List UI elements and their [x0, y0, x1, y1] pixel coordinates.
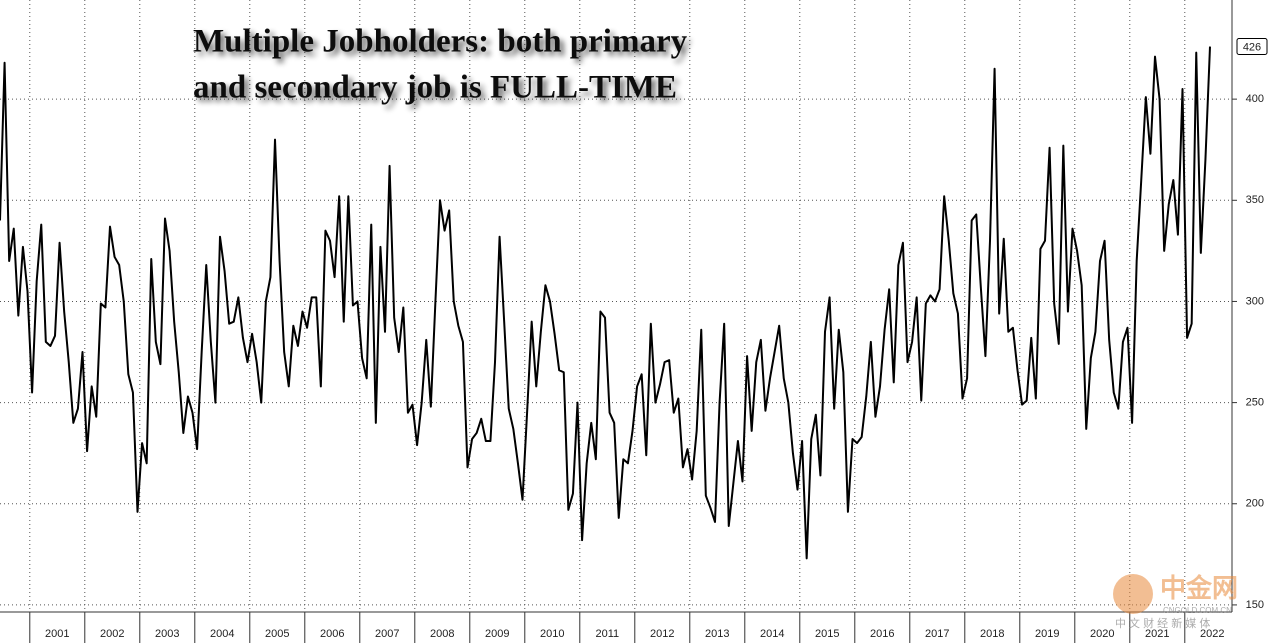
- watermark: 中金网: [1160, 573, 1238, 603]
- x-tick-label: 2015: [815, 628, 839, 640]
- x-tick-label: 2004: [210, 628, 234, 640]
- watermark: CNGOLD.COM.CN: [1163, 606, 1232, 615]
- y-tick-label: 150: [1246, 599, 1264, 611]
- x-tick-label: 2010: [540, 628, 564, 640]
- chart-title: and secondary job is FULL-TIME: [193, 70, 677, 106]
- y-tick-label: 400: [1246, 93, 1264, 105]
- x-tick-label: 2007: [375, 628, 399, 640]
- y-tick-label: 300: [1246, 295, 1264, 307]
- title-group: Multiple Jobholders: both primary and se…: [193, 24, 688, 106]
- line: [0, 46, 1211, 560]
- x-tick-label: 2016: [870, 628, 894, 640]
- x-tick-label: 2012: [650, 628, 674, 640]
- x-tick-label: 2013: [705, 628, 729, 640]
- x-tick-label: 2009: [485, 628, 509, 640]
- watermark: 中 文 财 经 新 媒 体: [1115, 616, 1210, 630]
- x-tick-label: 2022: [1200, 628, 1224, 640]
- x-tick-label: 2001: [45, 628, 69, 640]
- x-tick-label: 2008: [430, 628, 454, 640]
- x-tick-label: 2005: [265, 628, 289, 640]
- x-tick-label: 2019: [1035, 628, 1059, 640]
- x-tick-label: 2017: [925, 628, 949, 640]
- y-tick-label: 200: [1246, 498, 1264, 510]
- x-tick-label: 2020: [1090, 628, 1114, 640]
- x-tick-label: 2018: [980, 628, 1004, 640]
- last-value-box: [1236, 38, 1268, 56]
- y-tick-label: 250: [1246, 397, 1264, 409]
- chart-title: Multiple Jobholders: both primary: [193, 24, 688, 60]
- last-value-label: 426: [1243, 41, 1261, 53]
- x-tick-label: 2011: [595, 628, 619, 640]
- x-tick-label: 2006: [320, 628, 344, 640]
- x-tick-label: 2003: [155, 628, 179, 640]
- x-tick-label: 2014: [760, 628, 784, 640]
- x-tick-label: 2021: [1145, 628, 1169, 640]
- y-tick-label: 350: [1246, 194, 1264, 206]
- x-tick-label: 2002: [100, 628, 124, 640]
- watermark-logo: [1113, 574, 1153, 614]
